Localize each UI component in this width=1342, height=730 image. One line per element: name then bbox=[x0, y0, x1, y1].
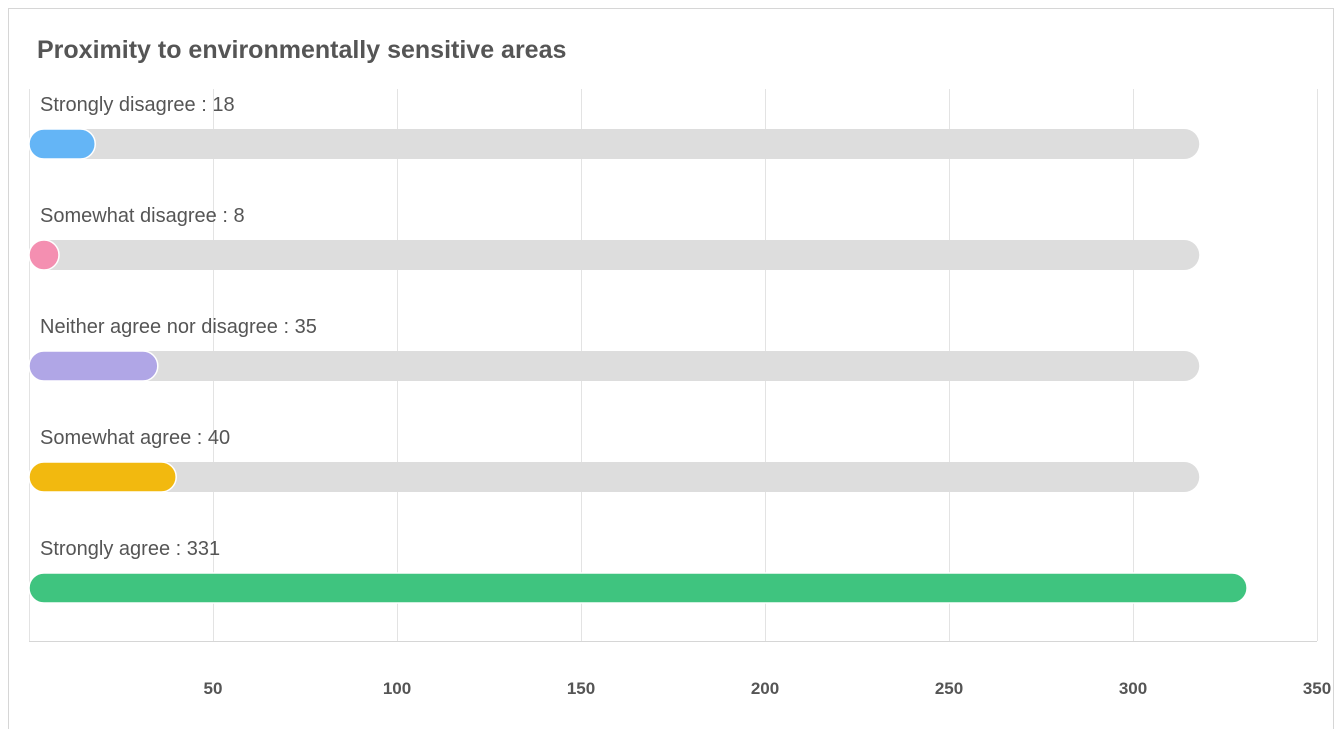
bars-layer: Strongly disagree : 18 Somewhat disagree … bbox=[28, 94, 1248, 604]
x-tick-label: 250 bbox=[935, 679, 963, 698]
bar-label: Strongly agree : 331 bbox=[40, 538, 220, 560]
bar-track bbox=[29, 129, 1200, 159]
bar-label: Somewhat disagree : 8 bbox=[40, 205, 245, 227]
bar-label: Somewhat agree : 40 bbox=[40, 427, 230, 449]
x-axis: 50 100 150 200 250 300 350 bbox=[29, 641, 1331, 698]
x-tick-label: 50 bbox=[204, 679, 223, 698]
chart-title: Proximity to environmentally sensitive a… bbox=[37, 36, 567, 64]
bar-chart: 50 100 150 200 250 300 350 Strongly disagree :… bbox=[28, 89, 1331, 698]
chart-panel: Proximity to environmentally sensitive a… bbox=[8, 8, 1334, 729]
bar bbox=[28, 239, 60, 271]
x-tick-label: 200 bbox=[751, 679, 779, 698]
x-tick-label: 300 bbox=[1119, 679, 1147, 698]
bar bbox=[28, 350, 159, 382]
bar bbox=[28, 128, 96, 160]
bar-track bbox=[29, 462, 1200, 492]
bar-label: Neither agree nor disagree : 35 bbox=[40, 316, 317, 338]
x-tick-label: 100 bbox=[383, 679, 411, 698]
x-tick-label: 350 bbox=[1303, 679, 1331, 698]
x-tick-label: 150 bbox=[567, 679, 595, 698]
bar bbox=[28, 461, 177, 493]
bar-track bbox=[29, 351, 1200, 381]
bar-label: Strongly disagree : 18 bbox=[40, 94, 235, 116]
bar bbox=[28, 572, 1248, 604]
bar-track bbox=[29, 240, 1200, 270]
